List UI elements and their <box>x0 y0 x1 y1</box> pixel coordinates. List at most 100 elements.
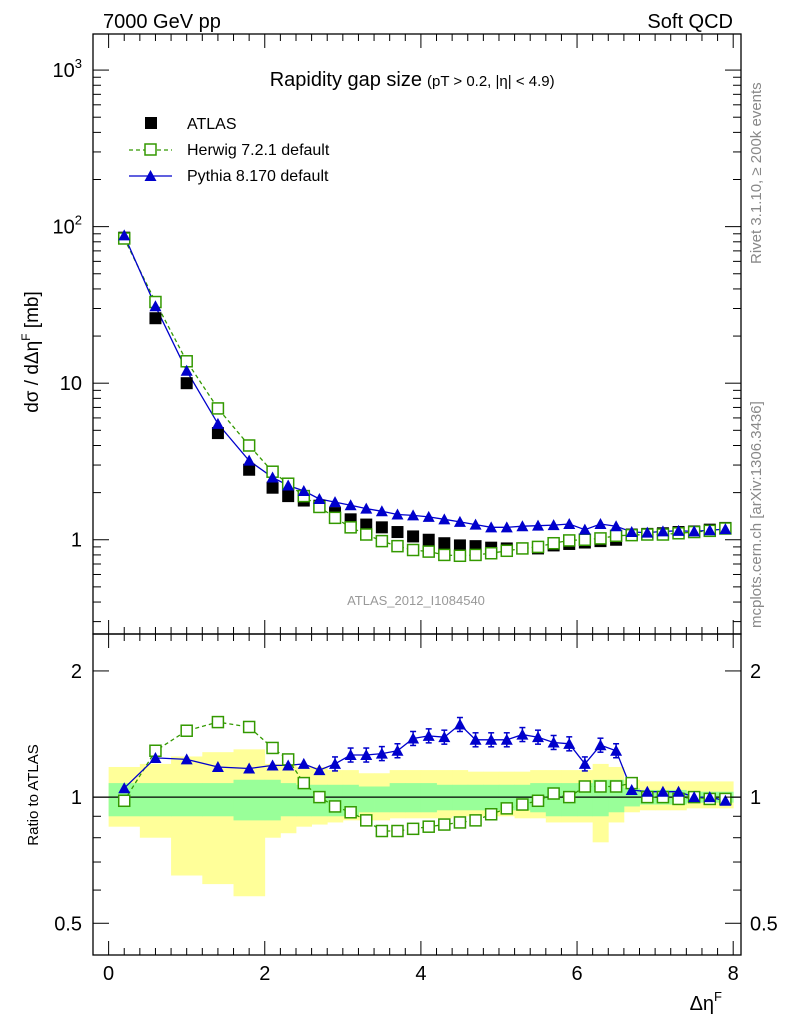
pythia-point <box>578 523 591 535</box>
pythia-ratio-point <box>243 762 256 774</box>
pythia-ratio-point <box>516 728 529 740</box>
pythia-ratio-point <box>118 782 131 794</box>
pythia-point <box>297 484 310 496</box>
pythia-ratio-point <box>266 759 279 771</box>
herwig-ratio-point <box>313 790 326 804</box>
herwig-ratio-point <box>500 802 514 815</box>
pythia-point <box>625 526 638 538</box>
herwig-ratio-point <box>297 776 311 790</box>
pythia-point <box>438 513 451 525</box>
atlas-point <box>266 481 279 494</box>
pythia-point <box>344 499 357 511</box>
herwig-point <box>360 528 373 541</box>
pythia-point <box>547 519 560 531</box>
main-y-tick-label: 102 <box>53 213 82 239</box>
herwig-ratio-point <box>578 780 592 793</box>
pythia-ratio-point <box>469 733 482 745</box>
ratio-y-tick-label-right: 0.5 <box>750 913 778 935</box>
ratio-frame <box>92 633 742 956</box>
band-outer <box>233 749 266 897</box>
herwig-point <box>609 529 623 543</box>
herwig-ratio-point <box>547 787 560 800</box>
ratio-y-tick-label-right: 2 <box>750 661 761 683</box>
pythia-point <box>594 518 607 530</box>
rivet-info: Rivet 3.1.10, ≥ 200k events <box>748 82 765 264</box>
main-y-tick-label: 103 <box>53 56 82 82</box>
herwig-ratio-point <box>422 820 435 833</box>
atlas-point <box>360 518 373 531</box>
atlas-point <box>149 312 162 325</box>
pythia-ratio-point <box>344 749 357 761</box>
pythia-point <box>407 509 420 521</box>
x-tick-label: 6 <box>571 963 582 985</box>
pythia-point <box>149 300 162 312</box>
pythia-point <box>453 515 466 527</box>
pythia-point <box>516 520 529 532</box>
herwig-ratio-point <box>609 780 623 793</box>
herwig-point <box>562 534 576 547</box>
pythia-point <box>313 493 326 505</box>
pythia-ratio-point <box>329 757 342 769</box>
pythia-ratio-point <box>297 757 310 769</box>
pythia-point <box>243 454 256 466</box>
herwig-ratio-point <box>375 824 389 838</box>
pythia-ratio-point <box>610 744 623 756</box>
mcplots-info: mcplots.cern.ch [arXiv:1306.3436] <box>748 401 765 628</box>
pythia-ratio-point <box>703 791 716 803</box>
herwig-ratio-point <box>562 790 576 804</box>
herwig-ratio-point <box>344 806 357 819</box>
herwig-point <box>375 534 389 548</box>
pythia-ratio-point <box>500 733 513 745</box>
herwig-ratio-point <box>211 715 225 729</box>
pythia-point <box>656 525 669 537</box>
pythia-point <box>469 518 482 530</box>
x-tick-label: 0 <box>103 963 114 985</box>
band-inner <box>358 786 375 813</box>
header-right: Soft QCD <box>647 11 733 33</box>
pythia-ratio-point <box>547 736 560 748</box>
header-left: 7000 GeV pp <box>103 11 221 33</box>
analysis-watermark: ATLAS_2012_I1084540 <box>347 593 485 608</box>
pythia-ratio-point <box>656 785 669 797</box>
band-inner <box>171 783 203 817</box>
band-inner <box>202 783 234 817</box>
pythia-ratio-point <box>313 764 326 776</box>
pythia-ratio-point <box>407 732 420 744</box>
legend-marker-atlas <box>145 117 157 129</box>
pythia-ratio-point <box>211 760 224 772</box>
ratio-panel: 0 2 4 6 8 0.5 0.5 1 1 2 2 <box>54 620 778 985</box>
chart-title-cuts: (pT > 0.2, |η| < 4.9) <box>427 73 555 90</box>
atlas-point <box>211 427 224 440</box>
band-inner <box>264 779 281 821</box>
herwig-ratio-point <box>180 724 193 737</box>
pythia-point <box>532 519 545 531</box>
atlas-point <box>391 526 404 539</box>
legend-marker-pythia <box>144 170 157 181</box>
pythia-ratio-point <box>641 785 654 797</box>
herwig-ratio-point <box>406 822 420 836</box>
pythia-point <box>360 502 373 514</box>
pythia-point <box>118 229 131 241</box>
band-inner <box>374 786 391 813</box>
herwig-point <box>516 542 529 555</box>
herwig-ratio-point <box>242 720 256 734</box>
herwig-point <box>406 543 420 557</box>
pythia-point <box>563 518 576 530</box>
ratio-y-tick-label: 2 <box>71 661 82 683</box>
main-y-tick-label: 10 <box>60 373 82 395</box>
herwig-point <box>594 532 607 545</box>
herwig-ratio-point <box>484 808 498 821</box>
herwig-point <box>422 545 435 558</box>
pythia-point <box>688 525 701 537</box>
pythia-point <box>375 505 388 517</box>
atlas-point <box>422 533 435 546</box>
herwig-point <box>344 521 357 534</box>
band-outer <box>202 752 234 885</box>
legend: ATLAS Herwig 7.2.1 default Pythia 8.170 … <box>129 116 330 185</box>
pythia-ratio-point <box>180 753 193 765</box>
band-inner <box>233 779 266 821</box>
pythia-point <box>211 417 224 429</box>
x-tick-label: 8 <box>728 963 739 985</box>
pythia-ratio-point <box>282 759 295 771</box>
pythia-point <box>329 496 342 508</box>
